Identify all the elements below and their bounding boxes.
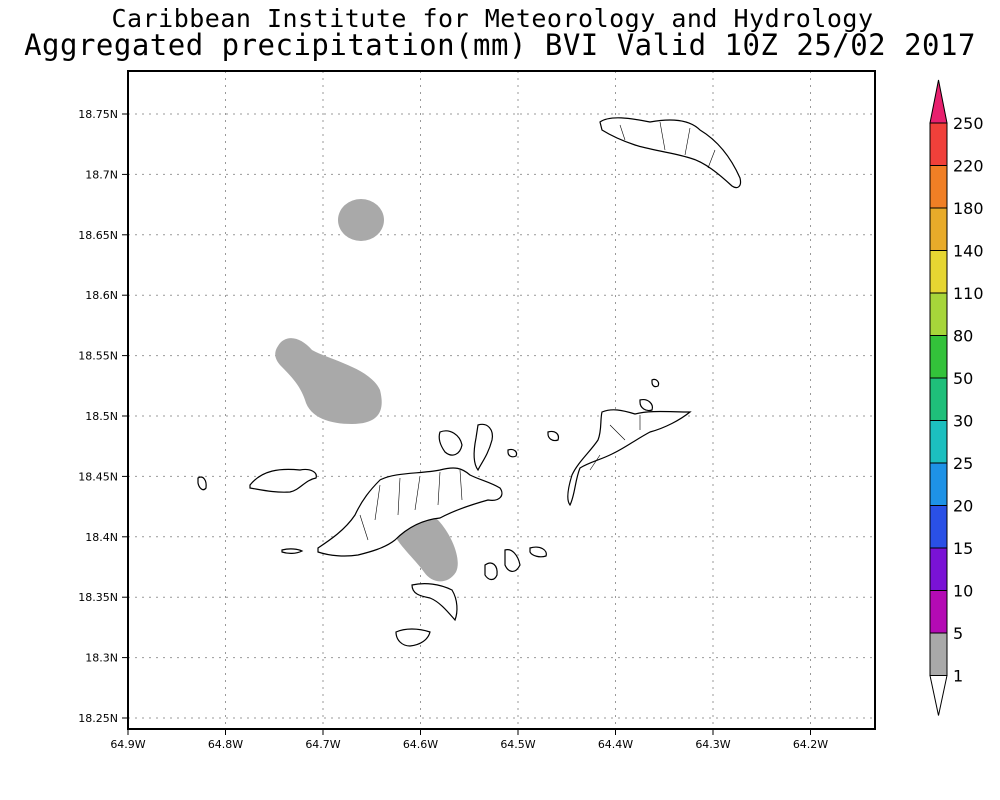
lat-tick-label: 18.4N (85, 531, 118, 544)
colorbar-segment (929, 250, 948, 294)
lon-tick-label: 64.6W (403, 738, 438, 751)
colorbar: 250 220 180 140 110 80 50 30 25 20 15 10 5 1 (929, 79, 984, 716)
map-grid (128, 71, 875, 729)
colorbar-segment (929, 207, 948, 251)
lon-tick-label: 64.7W (305, 738, 340, 751)
lat-tick-label: 18.65N (78, 229, 118, 242)
island-camanoe (547, 430, 560, 442)
island-norman (395, 628, 431, 647)
colorbar-label: 5 (953, 624, 963, 643)
island-tortola (317, 467, 503, 557)
colorbar-segment (929, 547, 948, 591)
island-virgin-gorda (567, 409, 692, 507)
island-jost-van-dyke (249, 468, 317, 493)
colorbar-segment (929, 505, 948, 549)
colorbar-segment (929, 462, 948, 506)
lat-tick-label: 18.55N (78, 350, 118, 363)
colorbar-label: 15 (953, 539, 973, 558)
island-beef (473, 423, 493, 472)
island-salt (504, 549, 521, 572)
colorbar-label: 180 (953, 199, 984, 218)
lat-tick-label: 18.25N (78, 712, 118, 725)
colorbar-segment (929, 632, 948, 676)
lon-tick-label: 64.4W (598, 738, 633, 751)
lon-tick-label: 64.5W (500, 738, 535, 751)
island-mosquito (639, 399, 653, 412)
map-subtitle: Aggregated precipitation(mm) BVI Valid 1… (24, 28, 976, 62)
island-peter (411, 583, 458, 622)
island-cooper (484, 562, 498, 581)
lon-tick-label: 64.9W (110, 738, 145, 751)
colorbar-label: 220 (953, 157, 984, 176)
island-small-west (281, 548, 304, 554)
colorbar-label: 250 (953, 114, 984, 133)
lat-tick-label: 18.35N (78, 591, 118, 604)
map-frame (127, 70, 876, 730)
island-outlines (197, 117, 742, 647)
colorbar-segment (929, 122, 948, 166)
island-necker (651, 378, 660, 388)
axis-ticks: 64.9W 64.8W 64.7W 64.6W 64.5W 64.4W 64.3W 64.2W… (78, 108, 828, 751)
lon-tick-label: 64.8W (208, 738, 243, 751)
lat-tick-label: 18.5N (85, 410, 118, 423)
colorbar-segment (929, 420, 948, 464)
colorbar-segment (929, 377, 948, 421)
island-ginger (529, 546, 547, 558)
lon-tick-label: 64.3W (695, 738, 730, 751)
colorbar-label: 110 (953, 284, 984, 303)
colorbar-segment (929, 292, 948, 336)
colorbar-segment (929, 590, 948, 634)
lat-tick-label: 18.75N (78, 108, 118, 121)
colorbar-top-cap (929, 79, 948, 124)
colorbar-label: 30 (953, 412, 973, 431)
colorbar-label: 140 (953, 242, 984, 261)
precip-area-central (275, 338, 382, 424)
colorbar-segment (929, 165, 948, 209)
precip-area-north (338, 199, 384, 241)
colorbar-label: 50 (953, 369, 973, 388)
lat-tick-label: 18.7N (85, 168, 118, 181)
lon-tick-label: 64.2W (793, 738, 828, 751)
colorbar-label: 20 (953, 497, 973, 516)
colorbar-segment (929, 335, 948, 379)
colorbar-label: 1 (953, 667, 963, 686)
island-west-cay (197, 476, 207, 491)
island-anegada (599, 117, 742, 189)
colorbar-bottom-cap (929, 675, 948, 716)
colorbar-label: 80 (953, 327, 973, 346)
lat-tick-label: 18.45N (78, 470, 118, 483)
colorbar-label: 10 (953, 582, 973, 601)
lat-tick-label: 18.3N (85, 652, 118, 665)
island-scrub (507, 448, 518, 458)
island-guana (438, 430, 463, 456)
map-title: Caribbean Institute for Meteorology and … (111, 4, 874, 33)
lat-tick-label: 18.6N (85, 289, 118, 302)
island-boundaries (359, 121, 716, 541)
colorbar-label: 25 (953, 454, 973, 473)
